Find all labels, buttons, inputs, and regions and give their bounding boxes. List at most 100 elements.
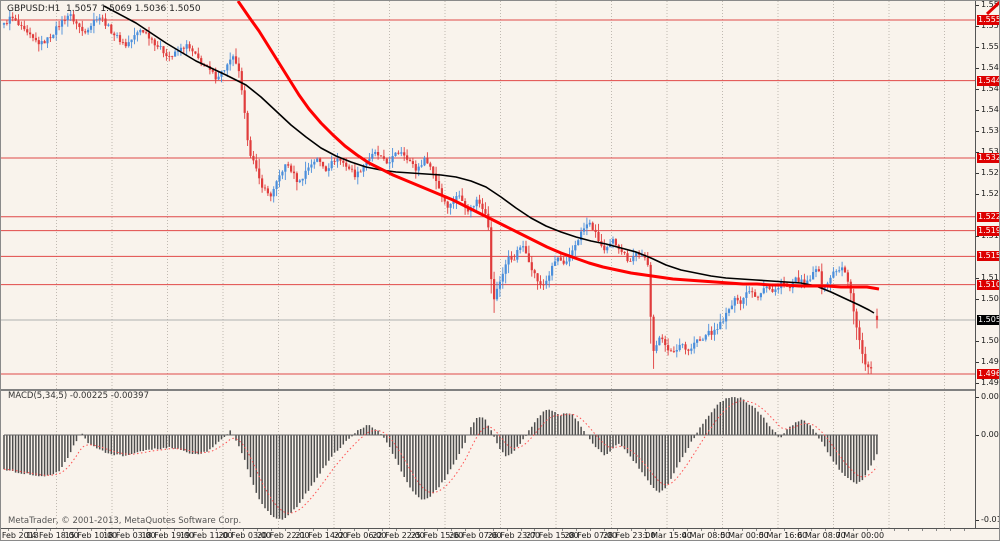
price-tick-label: 1.5085 — [981, 294, 999, 303]
macd-tick-mark — [976, 435, 979, 436]
time-tick — [631, 529, 633, 531]
time-label: 22 Feb 22:00 — [372, 531, 425, 540]
chart-canvas[interactable] — [1, 1, 975, 528]
price-level-badge: 1.5449 — [977, 76, 999, 86]
time-tick — [686, 529, 688, 531]
time-label: 18 Feb 03:00 — [103, 531, 156, 540]
time-tick — [77, 529, 79, 531]
candles — [2, 10, 879, 374]
time-tick — [894, 529, 896, 531]
time-tick — [451, 529, 453, 531]
price-level-badge: 1.5109 — [977, 280, 999, 290]
time-tick — [700, 529, 702, 531]
time-tick — [839, 529, 840, 531]
time-tick — [8, 529, 9, 531]
time-tick — [395, 529, 397, 531]
level-lines[interactable] — [1, 19, 975, 375]
time-label: 20 Feb 03:00 — [218, 531, 271, 540]
ma-fast-line — [103, 5, 875, 314]
time-tick — [603, 529, 605, 531]
time-label: 5 Mar 16:00 — [758, 531, 808, 540]
price-tick-mark — [976, 278, 979, 279]
price-tick-label: 1.5575 — [981, 0, 999, 9]
time-tick — [852, 529, 854, 531]
grid-vertical — [56, 1, 945, 528]
time-label: 25 Feb 15:00 — [410, 531, 464, 540]
time-tick — [146, 529, 148, 531]
time-label: 4 Mar 08:00 — [681, 531, 731, 540]
time-tick — [285, 529, 286, 531]
time-tick — [783, 529, 785, 531]
time-tick — [49, 529, 51, 531]
current-price-badge: 1.5050 — [977, 315, 999, 325]
price-tick-label: 1.5365 — [981, 126, 999, 135]
time-tick — [409, 529, 411, 531]
chart-title: GBPUSD:H1 1.5057 1.5069 1.5036 1.5050 — [7, 4, 201, 14]
time-tick — [63, 529, 65, 531]
macd-histogram — [3, 397, 878, 520]
time-tick — [880, 529, 882, 531]
time-tick — [908, 529, 910, 531]
time-tick — [520, 529, 522, 531]
macd-tick-label: -0.0116 — [981, 515, 999, 524]
price-tick-label: 1.5015 — [981, 336, 999, 345]
price-level-badge: 1.5320 — [977, 153, 999, 163]
time-tick — [728, 529, 730, 531]
time-tick — [340, 529, 342, 531]
price-tick-mark — [976, 152, 979, 153]
price-tick-label: 1.5400 — [981, 105, 999, 114]
time-tick — [188, 529, 189, 531]
price-tick-mark — [976, 47, 979, 48]
time-label: 6 Mar 08:00 — [797, 531, 846, 540]
time-tick — [104, 529, 106, 531]
time-tick — [271, 529, 273, 531]
price-axis[interactable]: 1.5575 1.5540 1.5505 1.5470 1.5435 1.5400 1.53… — [975, 0, 999, 528]
time-tick — [589, 529, 591, 531]
price-tick-label: 1.5120 — [981, 273, 999, 282]
macd-indicator-label: MACD(5,34,5) -0.00225 -0.00397 — [8, 391, 149, 401]
corner-mark — [985, 1, 999, 15]
time-label: 5 Mar 00:00 — [720, 531, 769, 540]
macd-tick-mark — [976, 397, 979, 398]
time-tick — [963, 529, 965, 531]
price-tick-label: 1.4945 — [981, 378, 999, 387]
time-label: 1 Mar 15:00 — [643, 531, 692, 540]
time-tick — [769, 529, 771, 531]
time-tick — [368, 529, 370, 531]
ma-slow-line — [236, 1, 880, 291]
time-tick — [91, 529, 93, 531]
time-tick — [229, 529, 231, 531]
time-tick — [645, 529, 647, 531]
time-label: 22 Feb 06:00 — [333, 531, 387, 540]
price-level-badge: 1.5199 — [977, 226, 999, 236]
price-tick-mark — [976, 236, 979, 237]
price-tick-mark — [976, 68, 979, 69]
time-tick — [562, 529, 563, 531]
macd-signal-line — [3, 400, 878, 514]
time-tick — [617, 529, 619, 531]
price-tick-label: 1.5435 — [981, 84, 999, 93]
time-tick — [797, 529, 799, 531]
time-label: 26 Feb 07:00 — [449, 531, 502, 540]
price-tick-label: 1.5330 — [981, 147, 999, 156]
time-tick — [437, 529, 439, 531]
price-tick-mark — [976, 341, 979, 342]
time-tick — [201, 529, 203, 531]
price-tick-mark — [976, 383, 979, 384]
price-tick-mark — [976, 89, 979, 90]
time-tick — [548, 529, 550, 531]
time-tick — [298, 529, 300, 531]
time-label: 26 Feb 23:00 — [487, 531, 541, 540]
time-tick — [423, 529, 425, 531]
time-label: 7 Mar 00:00 — [835, 531, 885, 540]
price-tick-mark — [976, 194, 979, 195]
price-tick-mark — [976, 131, 979, 132]
time-tick — [478, 529, 480, 531]
time-tick — [714, 529, 716, 531]
price-tick-mark — [976, 173, 979, 174]
time-tick — [659, 529, 660, 531]
time-tick — [936, 529, 937, 531]
macd-tick-mark — [976, 520, 979, 521]
